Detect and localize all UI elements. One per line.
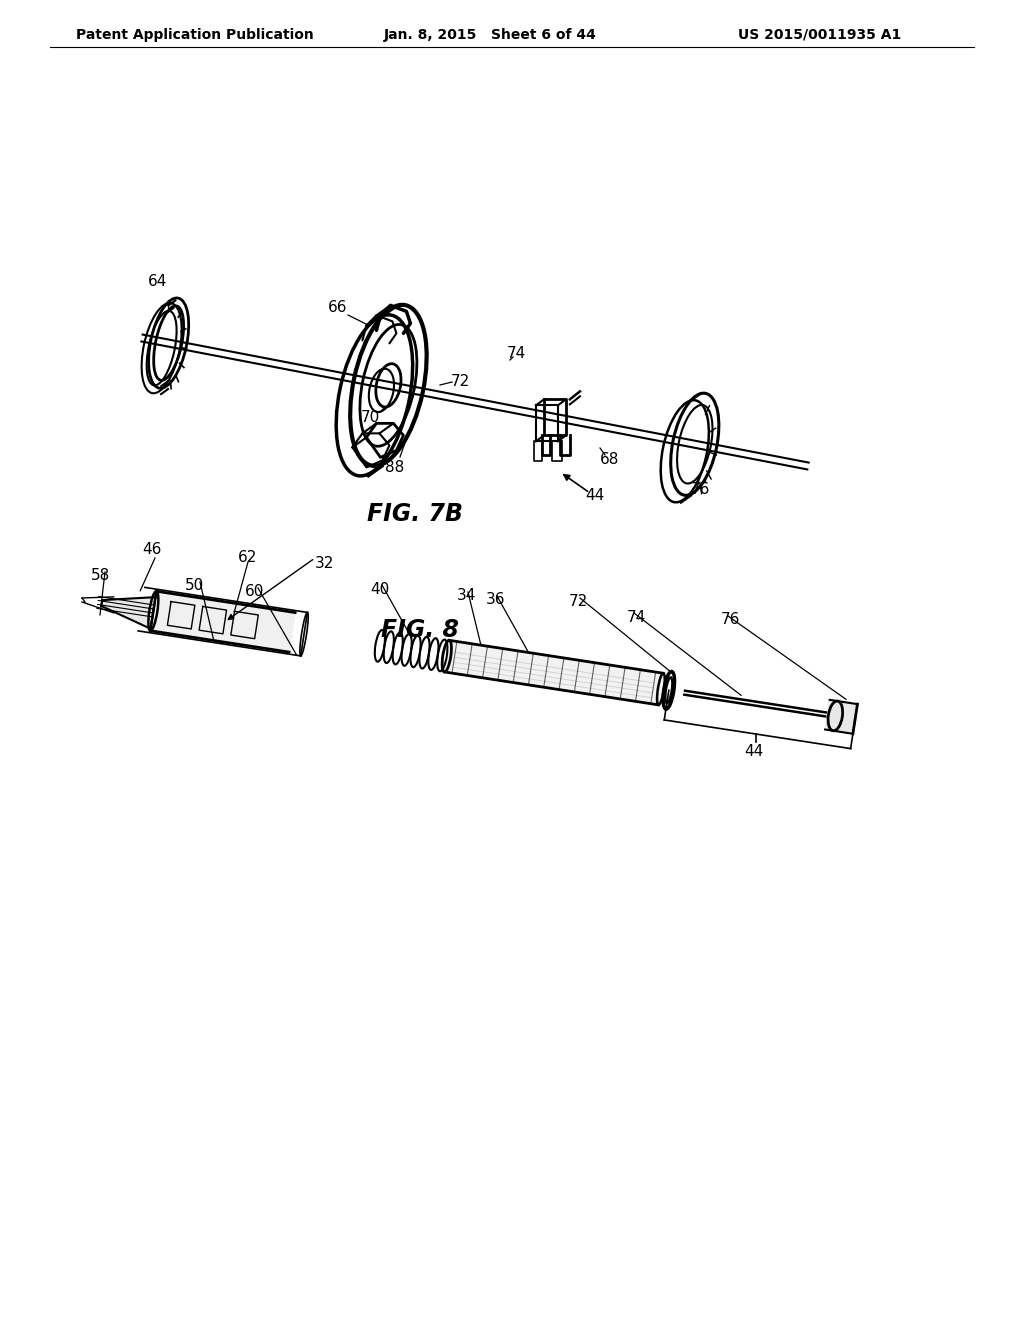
Text: 68: 68: [600, 453, 620, 467]
Text: 88: 88: [385, 459, 404, 474]
Text: 60: 60: [246, 583, 264, 598]
Polygon shape: [444, 640, 664, 705]
Text: 76: 76: [720, 612, 739, 627]
Polygon shape: [151, 591, 295, 652]
Text: 66: 66: [329, 300, 348, 314]
Text: 74: 74: [507, 346, 525, 362]
Polygon shape: [825, 700, 857, 734]
Text: 64: 64: [148, 275, 168, 289]
Text: 32: 32: [315, 557, 335, 572]
Polygon shape: [101, 597, 156, 628]
Text: 76: 76: [690, 483, 710, 498]
Text: 72: 72: [451, 375, 470, 389]
Text: 70: 70: [360, 409, 380, 425]
Text: 36: 36: [486, 593, 506, 607]
Ellipse shape: [828, 701, 843, 731]
Text: 44: 44: [744, 744, 764, 759]
Text: US 2015/0011935 A1: US 2015/0011935 A1: [738, 28, 901, 42]
Text: 34: 34: [458, 589, 477, 603]
Text: FIG. 8: FIG. 8: [381, 618, 459, 642]
Text: 58: 58: [90, 568, 110, 582]
Text: FIG. 7B: FIG. 7B: [367, 502, 463, 525]
Text: 44: 44: [586, 488, 604, 503]
Text: 46: 46: [142, 543, 162, 557]
Text: 40: 40: [371, 582, 389, 598]
Text: Jan. 8, 2015   Sheet 6 of 44: Jan. 8, 2015 Sheet 6 of 44: [384, 28, 596, 42]
Text: 50: 50: [185, 578, 205, 593]
Text: 62: 62: [239, 550, 258, 565]
Text: Patent Application Publication: Patent Application Publication: [76, 28, 314, 42]
Text: 74: 74: [627, 610, 645, 626]
Text: 72: 72: [568, 594, 588, 610]
